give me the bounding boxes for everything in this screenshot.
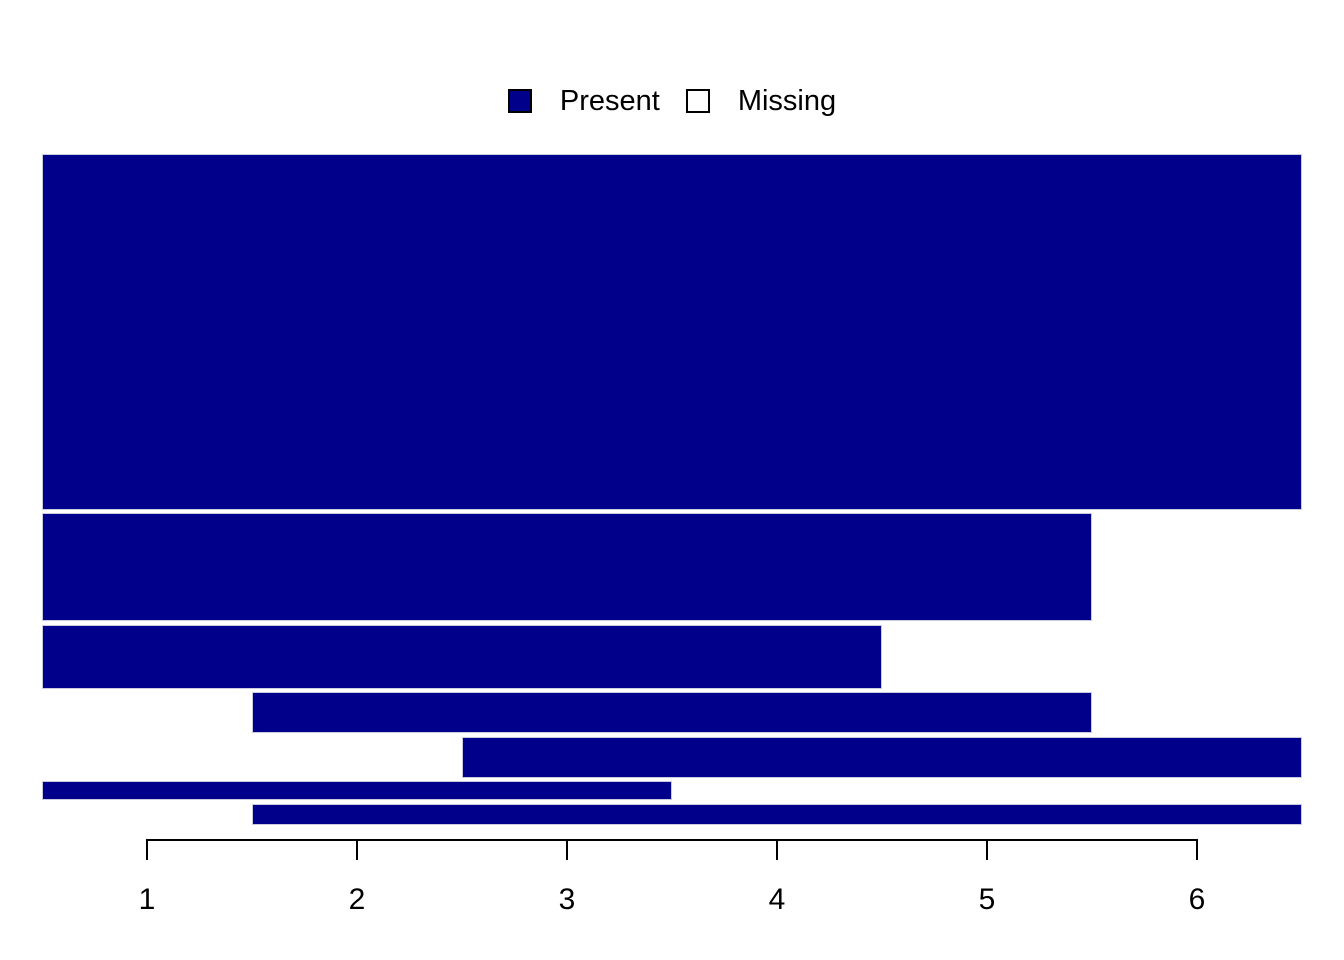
x-axis-tick-label-1: 1 <box>138 883 156 916</box>
x-axis-tick-label-2: 2 <box>348 883 366 916</box>
x-axis-tick-3 <box>566 839 568 860</box>
presence-bar-pattern-7 <box>252 804 1302 825</box>
x-axis-tick-5 <box>986 839 988 860</box>
presence-bar-pattern-2 <box>42 513 1092 621</box>
x-axis-tick-6 <box>1196 839 1198 860</box>
x-axis-tick-label-5: 5 <box>978 883 996 916</box>
x-axis-tick-4 <box>776 839 778 860</box>
x-axis-tick-2 <box>356 839 358 860</box>
presence-bar-pattern-1 <box>42 154 1302 510</box>
x-axis-tick-label-3: 3 <box>558 883 576 916</box>
presence-bar-pattern-5 <box>462 737 1302 778</box>
x-axis-tick-1 <box>146 839 148 860</box>
present-swatch-icon <box>507 89 532 113</box>
x-axis-tick-label-6: 6 <box>1188 883 1206 916</box>
presence-bar-pattern-4 <box>252 692 1092 733</box>
legend-label-missing: Missing <box>737 85 837 117</box>
missing-swatch-icon <box>685 89 710 113</box>
x-axis-line <box>146 839 1198 841</box>
x-axis-tick-label-4: 4 <box>768 883 786 916</box>
legend-label-present: Present <box>559 85 660 117</box>
legend-item-missing: Missing <box>685 85 837 117</box>
presence-bar-pattern-3 <box>42 625 882 689</box>
presence-bar-pattern-6 <box>42 781 672 800</box>
legend-item-present: Present <box>507 85 660 117</box>
legend: Present Missing <box>0 86 1344 116</box>
